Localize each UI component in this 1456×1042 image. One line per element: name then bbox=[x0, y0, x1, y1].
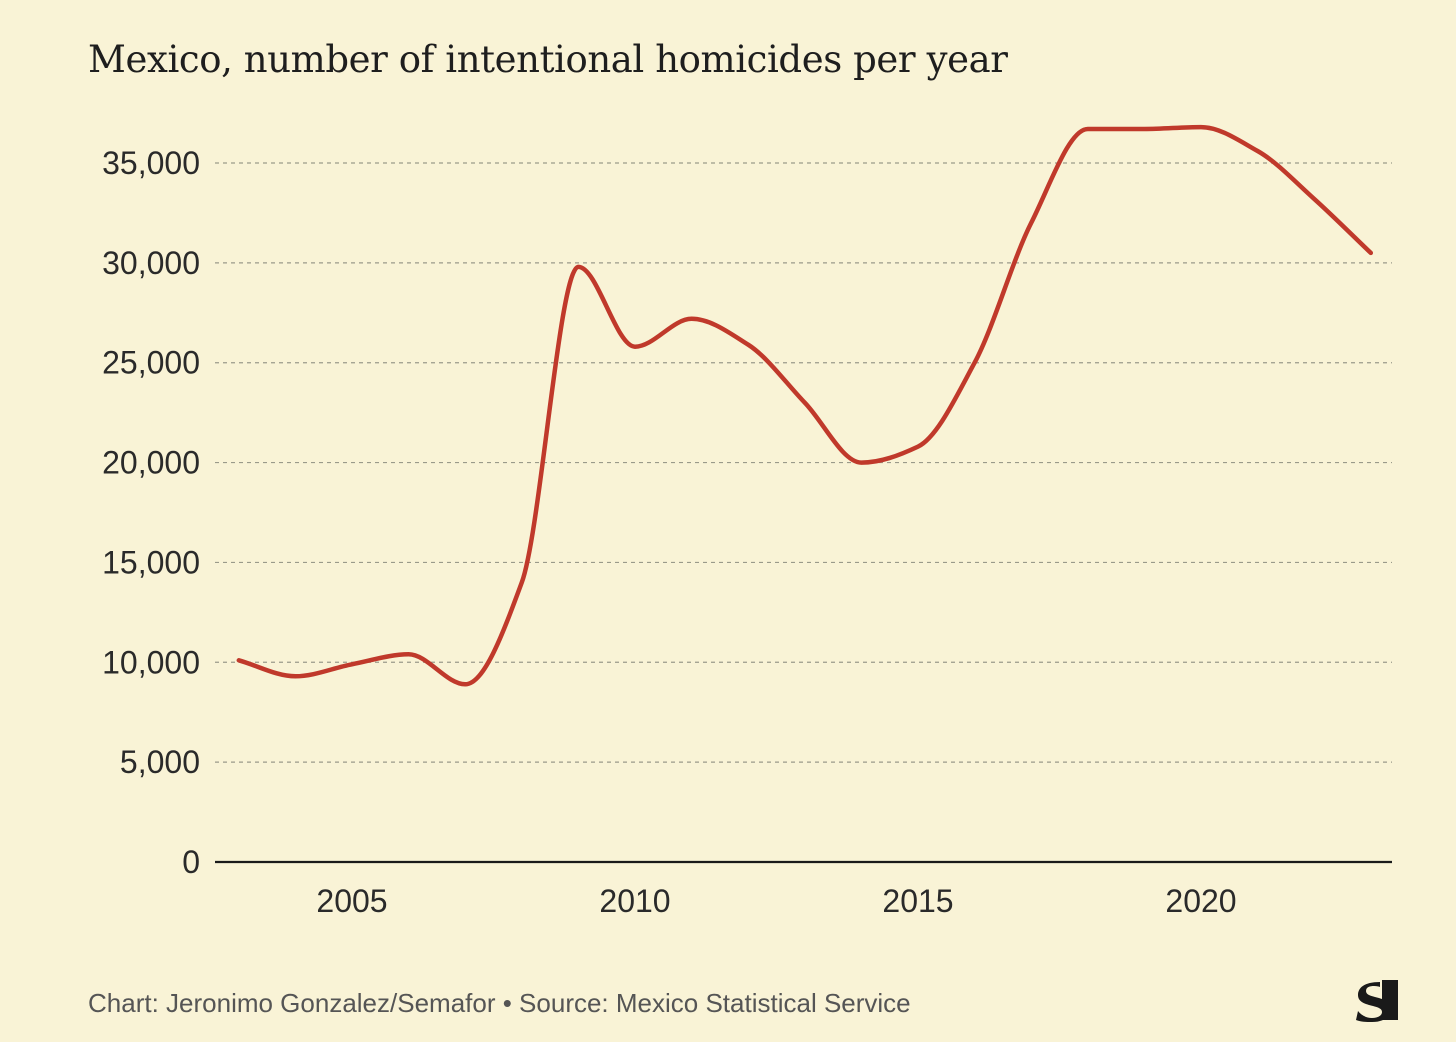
data-point bbox=[916, 445, 920, 449]
chart-title: Mexico, number of intentional homicides … bbox=[88, 38, 1008, 81]
data-point bbox=[1029, 221, 1033, 225]
x-tick-label: 2015 bbox=[882, 883, 953, 919]
x-tick-label: 2010 bbox=[599, 883, 670, 919]
data-point bbox=[1086, 127, 1090, 131]
x-tick-label: 2020 bbox=[1165, 883, 1236, 919]
data-point bbox=[237, 658, 241, 662]
gridlines bbox=[215, 162, 1392, 763]
data-point bbox=[293, 674, 297, 678]
y-tick-label: 0 bbox=[182, 844, 200, 880]
y-tick-label: 25,000 bbox=[102, 345, 200, 381]
y-tick-label: 5,000 bbox=[120, 744, 200, 780]
data-point bbox=[633, 345, 637, 349]
data-point bbox=[350, 662, 354, 666]
data-point bbox=[463, 682, 467, 686]
y-tick-label: 10,000 bbox=[102, 644, 200, 680]
data-point bbox=[576, 265, 580, 269]
data-point bbox=[690, 317, 694, 321]
data-point bbox=[803, 401, 807, 405]
data-point bbox=[1369, 251, 1373, 255]
x-tick-label: 2005 bbox=[316, 883, 387, 919]
data-point bbox=[973, 361, 977, 365]
data-point bbox=[1142, 127, 1146, 131]
data-point bbox=[407, 652, 411, 656]
data-point bbox=[859, 461, 863, 465]
y-tick-label: 20,000 bbox=[102, 445, 200, 481]
x-axis-ticks: 2005 2010 2015 2020 bbox=[316, 883, 1236, 919]
semafor-s-logo-icon bbox=[1352, 976, 1400, 1024]
y-tick-label: 15,000 bbox=[102, 544, 200, 580]
source-credit: Chart: Jeronimo Gonzalez/Semafor • Sourc… bbox=[88, 988, 911, 1018]
data-point bbox=[1312, 197, 1316, 201]
data-point bbox=[1256, 149, 1260, 153]
data-point bbox=[746, 343, 750, 347]
series-line bbox=[236, 124, 1374, 687]
y-tick-label: 35,000 bbox=[102, 145, 200, 181]
y-tick-label: 30,000 bbox=[102, 245, 200, 281]
y-axis-ticks: 0 5,000 10,000 15,000 20,000 25,000 30,000 35,0… bbox=[102, 145, 200, 880]
data-point bbox=[1199, 125, 1203, 129]
data-point bbox=[520, 580, 524, 584]
